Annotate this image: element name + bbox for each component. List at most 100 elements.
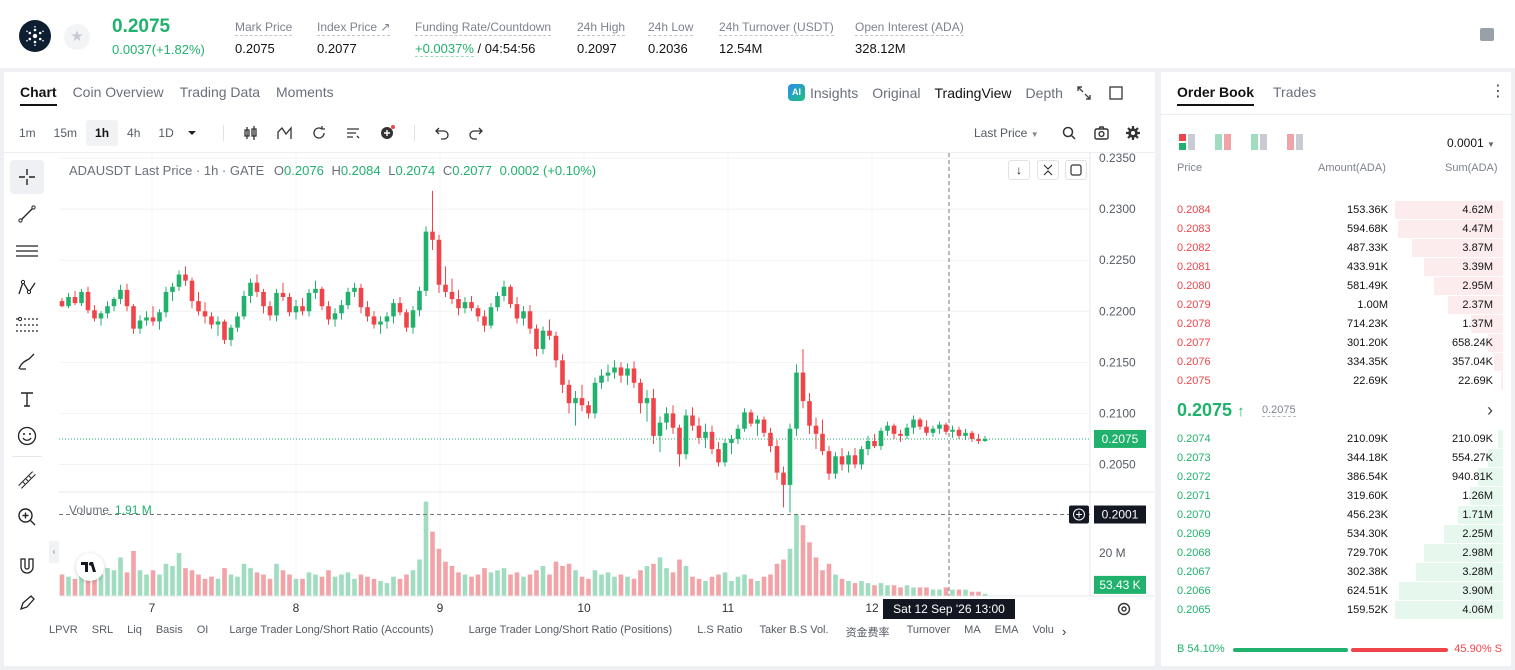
tab-order-book[interactable]: Order Book bbox=[1177, 84, 1255, 106]
tab-moments[interactable]: Moments bbox=[276, 84, 334, 100]
templates-icon[interactable] bbox=[345, 125, 361, 141]
search-icon[interactable] bbox=[1062, 126, 1076, 140]
reset-chart-icon[interactable] bbox=[1065, 160, 1087, 180]
fib-tool-icon[interactable] bbox=[10, 308, 44, 342]
trend-line-tool-icon[interactable] bbox=[10, 197, 44, 231]
bid-row[interactable]: 0.2070 456.23K 1.71M bbox=[1167, 506, 1507, 525]
funding-rate[interactable]: +0.0037% bbox=[415, 41, 474, 57]
tradingview-logo-icon[interactable] bbox=[76, 553, 104, 581]
bid-row[interactable]: 0.2068 729.70K 2.98M bbox=[1167, 544, 1507, 563]
chevron-right-icon[interactable]: › bbox=[1487, 400, 1493, 420]
indicator-volume[interactable]: Volu bbox=[1032, 624, 1054, 636]
emoji-tool-icon[interactable] bbox=[10, 419, 44, 453]
ruler-tool-icon[interactable] bbox=[10, 463, 44, 497]
bid-row[interactable]: 0.2066 624.51K 3.90M bbox=[1167, 582, 1507, 601]
ai-insights-icon[interactable]: AI bbox=[788, 84, 805, 101]
brush-tool-icon[interactable] bbox=[10, 345, 44, 379]
price-type-select[interactable]: Last Price ▼ bbox=[974, 126, 1039, 140]
expand-icon[interactable] bbox=[1077, 85, 1091, 100]
ask-row[interactable]: 0.2077 301.20K 658.24K bbox=[1167, 334, 1507, 353]
price-chart[interactable]: 0.2350 0.2300 0.2250 0.2200 0.2150 0.2100 0.20… bbox=[59, 153, 1155, 623]
window-icon[interactable] bbox=[1109, 85, 1123, 100]
tab-original[interactable]: Original bbox=[872, 84, 921, 101]
indicators-icon[interactable] bbox=[277, 125, 293, 141]
tab-coin-overview[interactable]: Coin Overview bbox=[72, 84, 164, 100]
bid-row[interactable]: 0.2067 302.38K 3.28M bbox=[1167, 563, 1507, 582]
ask-row[interactable]: 0.2075 22.69K 22.69K bbox=[1167, 372, 1507, 391]
ask-row[interactable]: 0.2084 153.36K 4.62M bbox=[1167, 201, 1507, 220]
indicator-oi[interactable]: OI bbox=[196, 624, 209, 636]
collapse-toolbar-icon[interactable]: ‹ bbox=[49, 541, 59, 563]
ask-row[interactable]: 0.2081 433.91K 3.39M bbox=[1167, 258, 1507, 277]
indicator-basis[interactable]: Basis bbox=[155, 624, 183, 636]
indicator-funding-rate[interactable]: 资金费率 bbox=[845, 627, 890, 639]
precision-select[interactable]: 0.0001 ▼ bbox=[1447, 136, 1495, 150]
timeframe-1m[interactable]: 1m bbox=[19, 126, 36, 140]
add-indicator-icon[interactable] bbox=[379, 125, 395, 141]
timeframe-1h[interactable]: 1h bbox=[86, 120, 119, 146]
candle-type-icon[interactable] bbox=[243, 125, 259, 141]
indicator-large-trader-positions[interactable]: Large Trader Long/Short Ratio (Positions… bbox=[468, 624, 673, 636]
redo-icon[interactable] bbox=[468, 125, 484, 141]
camera-icon[interactable] bbox=[1094, 126, 1109, 140]
ask-row[interactable]: 0.2083 594.68K 4.47M bbox=[1167, 220, 1507, 239]
indicator-large-trader-accounts[interactable]: Large Trader Long/Short Ratio (Accounts) bbox=[229, 624, 434, 636]
tab-depth[interactable]: Depth bbox=[1025, 84, 1063, 101]
indicator-turnover[interactable]: Turnover bbox=[906, 624, 951, 636]
tab-trades[interactable]: Trades bbox=[1273, 84, 1317, 100]
replay-icon[interactable] bbox=[311, 125, 327, 141]
tab-trading-data[interactable]: Trading Data bbox=[179, 84, 261, 100]
pencil-lock-tool-icon[interactable] bbox=[10, 586, 44, 620]
pattern-tool-icon[interactable] bbox=[10, 271, 44, 305]
funding-rate-label[interactable]: Funding Rate/Countdown bbox=[415, 20, 552, 36]
more-options-icon[interactable]: ⋮ bbox=[1490, 83, 1506, 100]
text-tool-icon[interactable] bbox=[10, 382, 44, 416]
timeframe-15m[interactable]: 15m bbox=[53, 126, 78, 140]
ask-row[interactable]: 0.2082 487.33K 3.87M bbox=[1167, 239, 1507, 258]
layout-bids-icon[interactable] bbox=[1251, 134, 1267, 150]
magnet-tool-icon[interactable] bbox=[10, 549, 44, 583]
indicator-ls-ratio[interactable]: L.S Ratio bbox=[697, 624, 743, 636]
axis-settings-icon[interactable] bbox=[1116, 601, 1134, 619]
tab-insights[interactable]: Insights bbox=[810, 84, 859, 101]
indicator-liq[interactable]: Liq bbox=[127, 624, 142, 636]
crosshair-tool-icon[interactable] bbox=[10, 160, 44, 194]
indicator-lpvr[interactable]: LPVR bbox=[49, 624, 78, 636]
legend-symbol[interactable]: ADAUSDT Last Price · 1h · GATE bbox=[69, 163, 265, 178]
scroll-down-icon[interactable]: ↓ bbox=[1008, 160, 1030, 180]
indicator-srl[interactable]: SRL bbox=[91, 624, 114, 636]
layout-asks-icon[interactable] bbox=[1287, 134, 1303, 150]
collapse-arrows-icon[interactable] bbox=[1037, 160, 1059, 180]
horizontal-lines-tool-icon[interactable] bbox=[10, 234, 44, 268]
indicator-scroll-right-icon[interactable]: › bbox=[1061, 624, 1067, 639]
timeframe-4h[interactable]: 4h bbox=[127, 126, 141, 140]
undo-icon[interactable] bbox=[434, 125, 450, 141]
volume-label[interactable]: Volume bbox=[69, 503, 110, 517]
indicator-taker-bs-vol[interactable]: Taker B.S Vol. bbox=[759, 624, 829, 636]
index-price-label[interactable]: Index Price ↗ bbox=[317, 20, 391, 36]
favorite-star-icon[interactable]: ★ bbox=[64, 24, 90, 50]
mark-price-label[interactable]: Mark Price bbox=[235, 20, 293, 36]
indicator-ma[interactable]: MA bbox=[964, 624, 981, 636]
tab-chart[interactable]: Chart bbox=[20, 84, 57, 106]
zoom-in-tool-icon[interactable] bbox=[10, 500, 44, 534]
bid-row[interactable]: 0.2065 159.52K 4.06M bbox=[1167, 601, 1507, 620]
settings-gear-icon[interactable] bbox=[1126, 126, 1140, 140]
bid-row[interactable]: 0.2074 210.09K 210.09K bbox=[1167, 430, 1507, 449]
notes-icon[interactable] bbox=[1480, 28, 1494, 41]
layout-both-icon[interactable] bbox=[1179, 134, 1195, 150]
bid-row[interactable]: 0.2071 319.60K 1.26M bbox=[1167, 487, 1507, 506]
bid-row[interactable]: 0.2073 344.18K 554.27K bbox=[1167, 449, 1507, 468]
timeframe-dropdown-icon[interactable] bbox=[187, 128, 197, 138]
bid-row[interactable]: 0.2069 534.30K 2.25M bbox=[1167, 525, 1507, 544]
ask-row[interactable]: 0.2076 334.35K 357.04K bbox=[1167, 353, 1507, 372]
layout-split-icon[interactable] bbox=[1215, 134, 1231, 150]
ask-row[interactable]: 0.2079 1.00M 2.37M bbox=[1167, 296, 1507, 315]
bid-row[interactable]: 0.2072 386.54K 940.81K bbox=[1167, 468, 1507, 487]
mid-price[interactable]: 0.2075 ↑ bbox=[1177, 400, 1245, 421]
ask-row[interactable]: 0.2078 714.23K 1.37M bbox=[1167, 315, 1507, 334]
tab-tradingview[interactable]: TradingView bbox=[934, 84, 1012, 101]
timeframe-1d[interactable]: 1D bbox=[158, 126, 174, 140]
indicator-ema[interactable]: EMA bbox=[994, 624, 1019, 636]
ask-row[interactable]: 0.2080 581.49K 2.95M bbox=[1167, 277, 1507, 296]
